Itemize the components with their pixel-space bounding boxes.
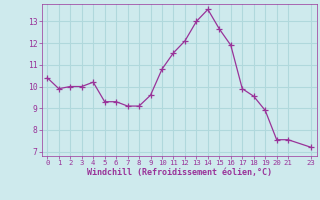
X-axis label: Windchill (Refroidissement éolien,°C): Windchill (Refroidissement éolien,°C): [87, 168, 272, 177]
